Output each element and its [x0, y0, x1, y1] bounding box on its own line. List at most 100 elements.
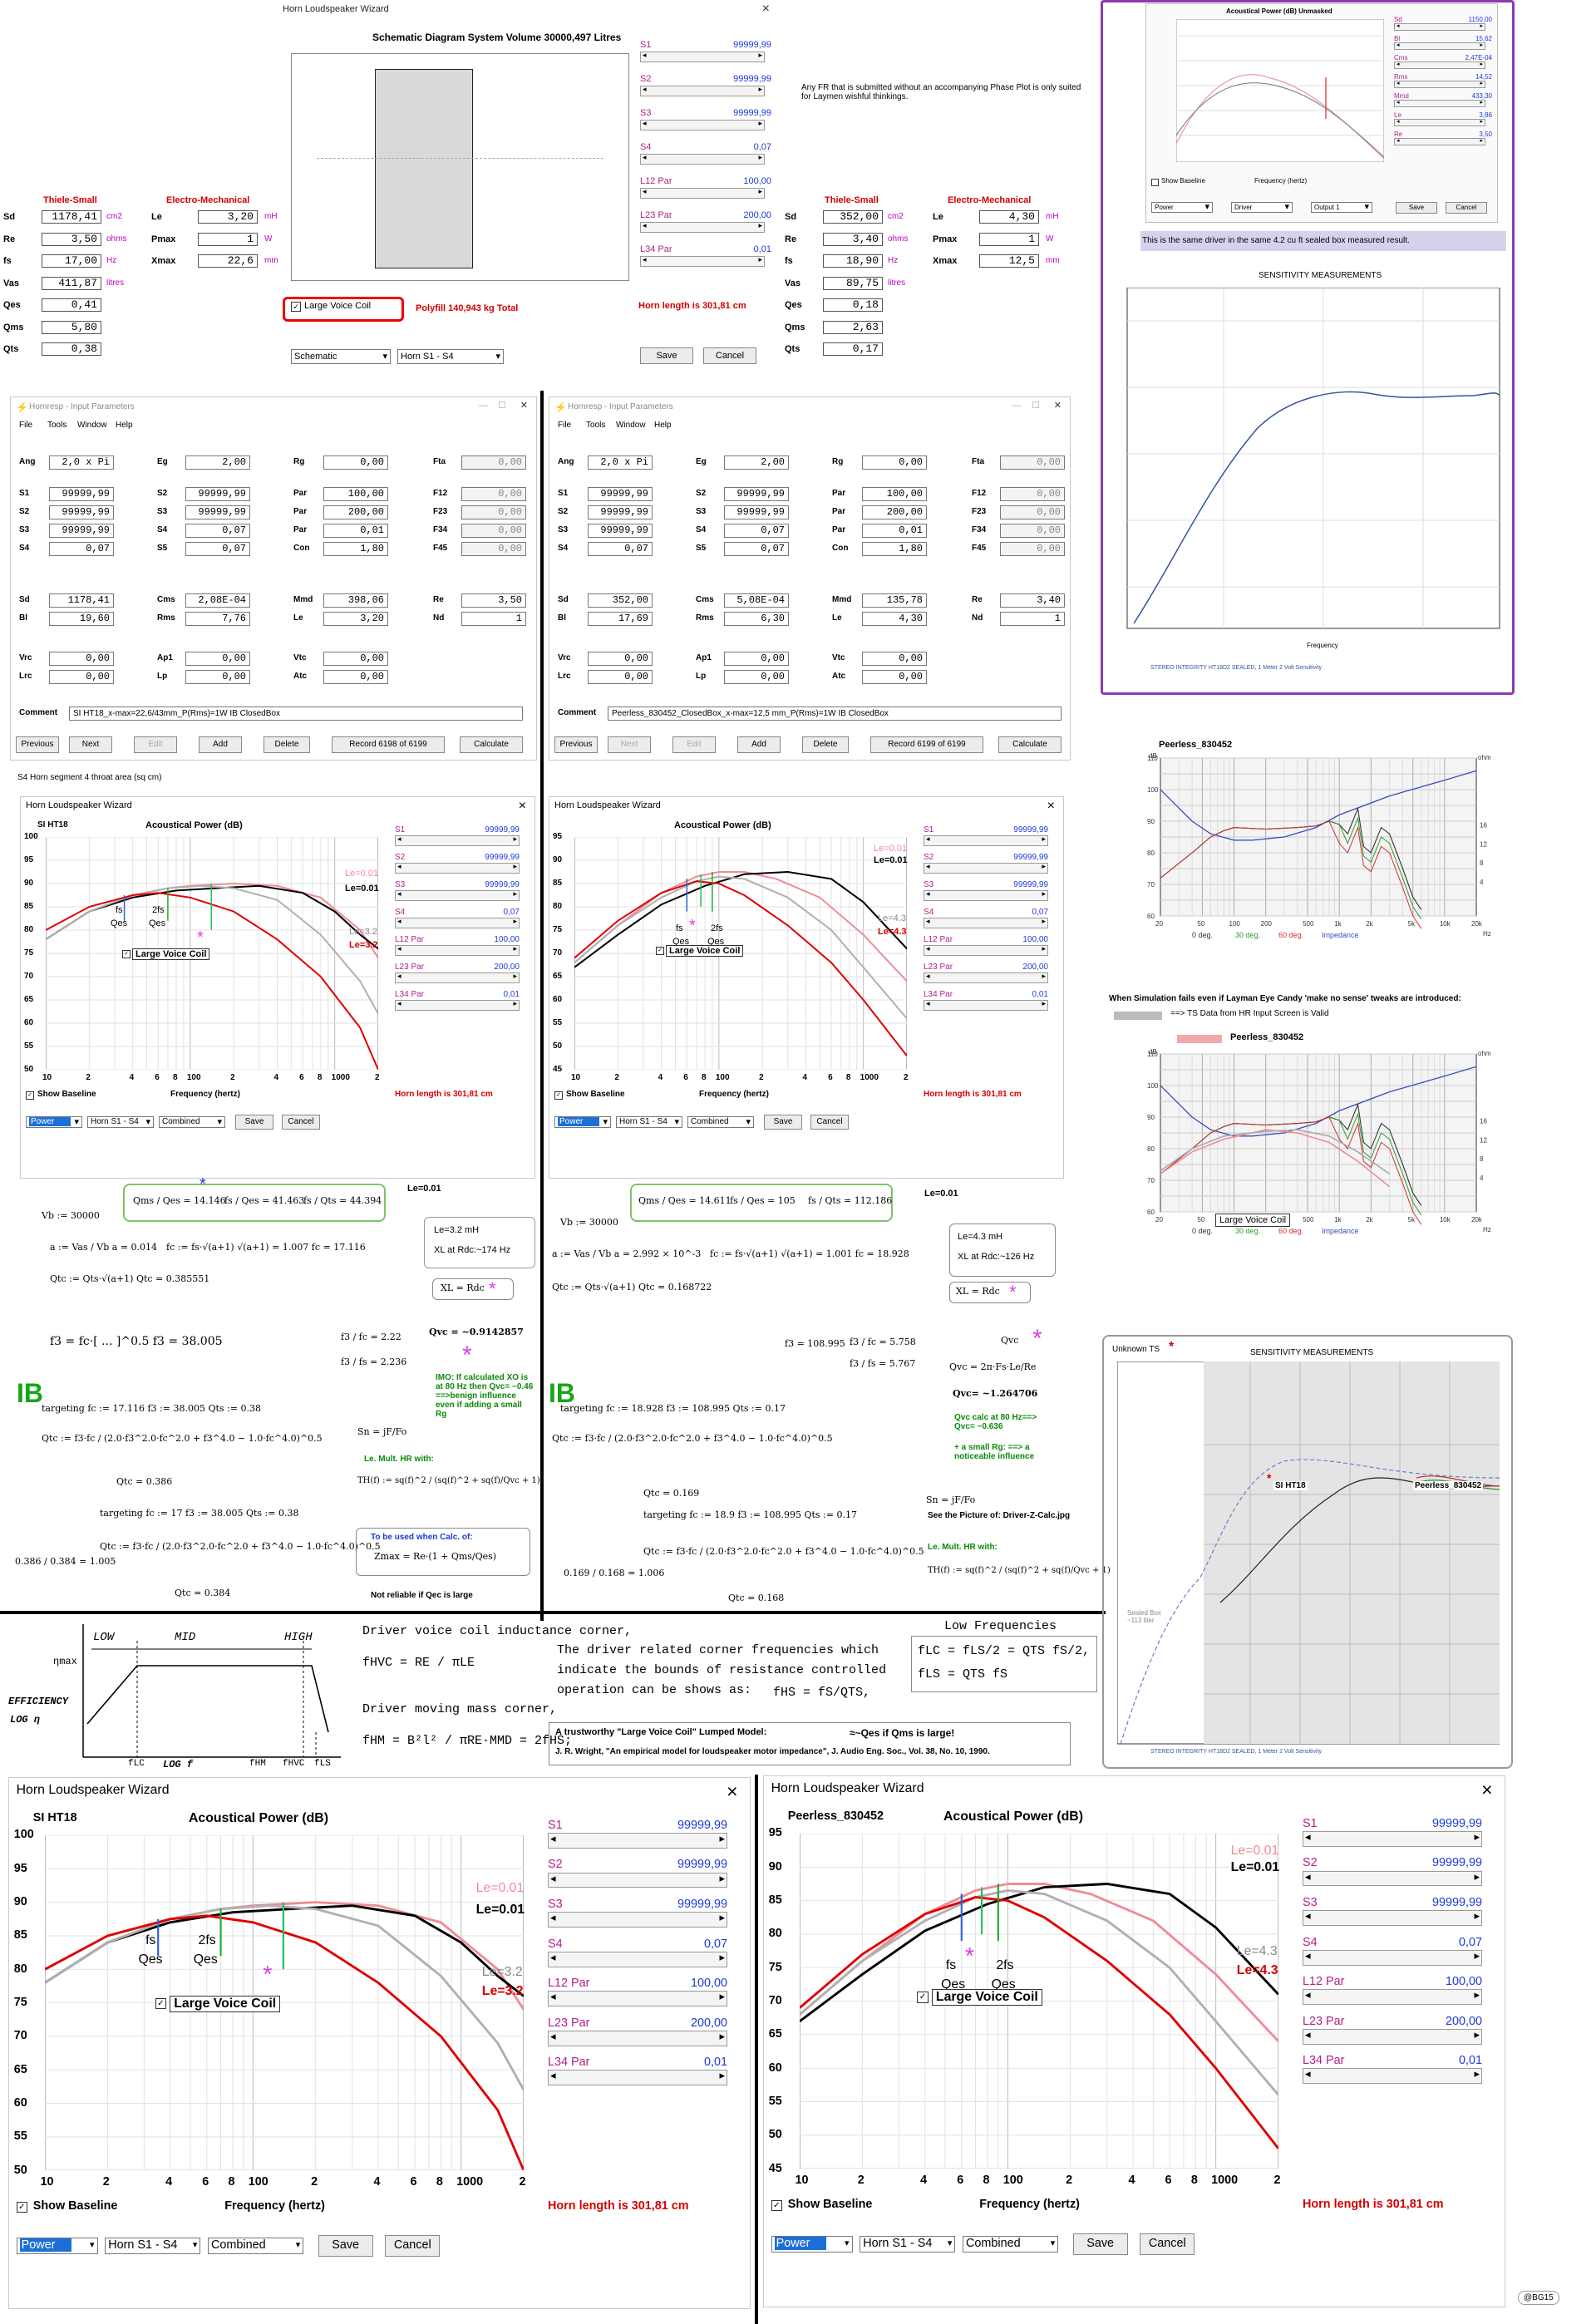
- left-arrow-icon[interactable]: ◂: [643, 153, 647, 161]
- parameter-slider[interactable]: ◂ ▸: [1303, 2028, 1482, 2045]
- close-icon[interactable]: ×: [761, 2, 770, 16]
- minimize-icon[interactable]: —: [479, 401, 488, 411]
- left-arrow-icon[interactable]: ◂: [1305, 1909, 1311, 1923]
- large-voice-coil-checkbox[interactable]: ✓: [917, 1992, 929, 2003]
- parameter-slider[interactable]: ◂ ▸: [924, 862, 1048, 874]
- parameter-slider[interactable]: ◂ ▸: [1394, 23, 1485, 31]
- right-arrow-icon[interactable]: ▸: [719, 1832, 725, 1845]
- right-arrow-icon[interactable]: ▸: [513, 999, 517, 1007]
- right-arrow-icon[interactable]: ▸: [1480, 138, 1483, 144]
- combination-combo[interactable]: Combined: [208, 2237, 304, 2255]
- param-field[interactable]: 99999,99: [49, 524, 114, 538]
- minimize-icon[interactable]: —: [1012, 401, 1022, 411]
- right-arrow-icon[interactable]: ▸: [1042, 862, 1046, 870]
- param-field[interactable]: 0,00: [323, 670, 388, 684]
- mini-combo-1[interactable]: Power: [1151, 202, 1213, 213]
- param-field[interactable]: 99999,99: [49, 487, 114, 501]
- right-arrow-icon[interactable]: ▸: [1042, 972, 1046, 980]
- right-arrow-icon[interactable]: ▸: [758, 255, 762, 263]
- param-field[interactable]: 7,76: [185, 612, 250, 626]
- param-field[interactable]: 1,80: [323, 542, 388, 556]
- param-field[interactable]: 0,07: [49, 542, 114, 556]
- left-arrow-icon[interactable]: ◂: [397, 917, 401, 925]
- param-field[interactable]: 5,08E-04: [724, 593, 789, 608]
- comment-field[interactable]: SI HT18_x-max=22,6/43mm_P(Rms)=1W IB Clo…: [69, 707, 523, 721]
- maximize-icon[interactable]: ☐: [498, 401, 506, 411]
- param-field[interactable]: 0,00: [49, 670, 114, 684]
- param-field[interactable]: 0,00: [588, 652, 653, 666]
- left-arrow-icon[interactable]: ◂: [397, 862, 401, 870]
- left-arrow-icon[interactable]: ◂: [1396, 100, 1400, 106]
- param-field[interactable]: 0,00: [323, 455, 388, 470]
- left-arrow-icon[interactable]: ◂: [1305, 1869, 1311, 1883]
- parameter-slider[interactable]: ◂ ▸: [640, 153, 765, 165]
- parameter-slider[interactable]: ◂ ▸: [924, 944, 1048, 956]
- parameter-slider[interactable]: ◂ ▸: [548, 1911, 727, 1928]
- param-field[interactable]: 0,00: [862, 670, 927, 684]
- parameter-slider[interactable]: ◂ ▸: [548, 1872, 727, 1888]
- save-button[interactable]: Save: [1072, 2233, 1128, 2255]
- em-param-value[interactable]: 22,6: [198, 254, 258, 268]
- large-voice-coil-checkbox[interactable]: ✓: [291, 302, 301, 312]
- right-arrow-icon[interactable]: ▸: [1042, 944, 1046, 953]
- param-field[interactable]: 0,00: [724, 652, 789, 666]
- param-field[interactable]: 0,00: [461, 542, 526, 556]
- ts-param-value[interactable]: 0,18: [823, 298, 883, 312]
- right-arrow-icon[interactable]: ▸: [513, 917, 517, 925]
- right-arrow-icon[interactable]: ▸: [1474, 2067, 1480, 2080]
- left-arrow-icon[interactable]: ◂: [643, 51, 647, 59]
- output-type-combo[interactable]: Power: [771, 2235, 853, 2253]
- parameter-slider[interactable]: ◂ ▸: [548, 1950, 727, 1967]
- cancel-button[interactable]: Cancel: [1140, 2233, 1195, 2255]
- right-arrow-icon[interactable]: ▸: [513, 835, 517, 843]
- menu-item[interactable]: Tools: [586, 421, 606, 430]
- ts-param-value[interactable]: 2,63: [823, 320, 883, 334]
- left-arrow-icon[interactable]: ◂: [1305, 1948, 1311, 1962]
- output-type-combo[interactable]: Power: [16, 2237, 98, 2255]
- param-field[interactable]: 352,00: [588, 593, 653, 608]
- view-combo[interactable]: Schematic: [291, 349, 391, 364]
- right-arrow-icon[interactable]: ▸: [1480, 119, 1483, 125]
- right-arrow-icon[interactable]: ▸: [513, 862, 517, 870]
- param-field[interactable]: 0,00: [461, 487, 526, 501]
- parameter-slider[interactable]: ◂ ▸: [1303, 1909, 1482, 1926]
- left-arrow-icon[interactable]: ◂: [1396, 119, 1400, 125]
- param-field[interactable]: 1178,41: [49, 593, 114, 608]
- hornresp-button[interactable]: Add: [737, 736, 781, 753]
- ts-param-value[interactable]: 3,40: [823, 232, 883, 246]
- param-field[interactable]: 0,00: [724, 670, 789, 684]
- right-arrow-icon[interactable]: ▸: [758, 85, 762, 93]
- ts-param-value[interactable]: 352,00: [823, 210, 883, 224]
- mini-save-button[interactable]: Save: [1396, 202, 1437, 214]
- param-field[interactable]: 99999,99: [588, 524, 653, 538]
- right-arrow-icon[interactable]: ▸: [758, 221, 762, 229]
- param-field[interactable]: 0,00: [323, 652, 388, 666]
- left-arrow-icon[interactable]: ◂: [926, 972, 930, 980]
- param-field[interactable]: 135,78: [862, 593, 927, 608]
- large-voice-coil-checkbox[interactable]: ✓: [122, 950, 131, 958]
- left-arrow-icon[interactable]: ◂: [550, 1950, 556, 1963]
- left-arrow-icon[interactable]: ◂: [550, 1990, 556, 2003]
- param-field[interactable]: 398,06: [323, 593, 388, 608]
- show-baseline-checkbox[interactable]: ✓: [16, 2201, 28, 2213]
- parameter-slider[interactable]: ◂ ▸: [1394, 81, 1485, 88]
- horn-segment-combo[interactable]: Horn S1 - S4: [397, 349, 504, 364]
- large-voice-coil-checkbox[interactable]: ✓: [155, 1997, 167, 2010]
- left-arrow-icon[interactable]: ◂: [926, 862, 930, 870]
- ts-param-value[interactable]: 5,80: [42, 320, 101, 334]
- param-field[interactable]: 0,07: [588, 542, 653, 556]
- horn-segment-combo[interactable]: Horn S1 - S4: [616, 1116, 682, 1128]
- horn-segment-combo[interactable]: Horn S1 - S4: [105, 2237, 201, 2255]
- right-arrow-icon[interactable]: ▸: [1474, 1869, 1480, 1883]
- left-arrow-icon[interactable]: ◂: [926, 835, 930, 843]
- left-arrow-icon[interactable]: ◂: [1305, 2067, 1311, 2080]
- param-field[interactable]: 0,00: [1000, 542, 1065, 556]
- param-field[interactable]: 3,40: [1000, 593, 1065, 608]
- left-arrow-icon[interactable]: ◂: [1305, 1830, 1311, 1844]
- hornresp-button[interactable]: Add: [199, 736, 242, 753]
- param-field[interactable]: 1,80: [862, 542, 927, 556]
- left-arrow-icon[interactable]: ◂: [397, 835, 401, 843]
- left-arrow-icon[interactable]: ◂: [397, 944, 401, 953]
- right-arrow-icon[interactable]: ▸: [513, 944, 517, 953]
- hornresp-button[interactable]: Record 6199 of 6199: [870, 736, 983, 753]
